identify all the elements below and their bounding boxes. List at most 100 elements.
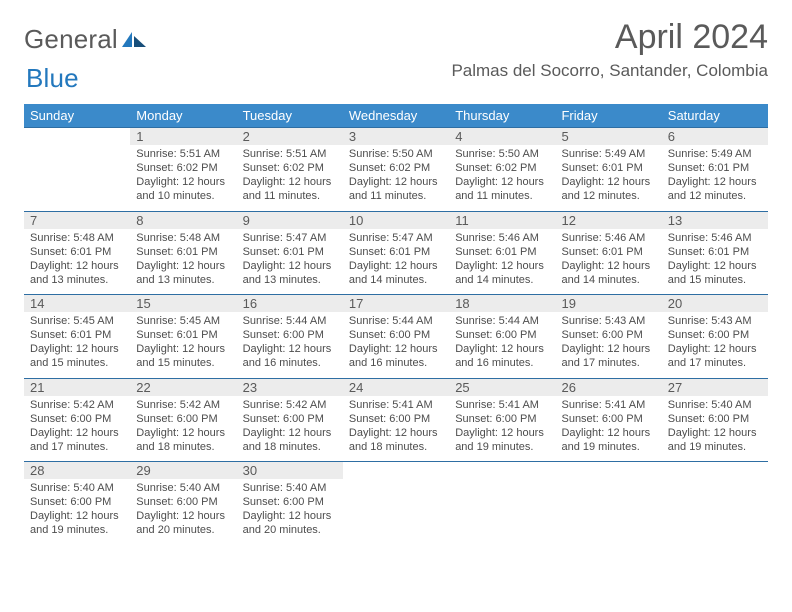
sunrise-text: Sunrise: 5:43 AM: [561, 314, 657, 328]
day-number-cell: 6: [662, 128, 768, 146]
daylight-text: Daylight: 12 hours: [668, 426, 764, 440]
dow-thursday: Thursday: [449, 104, 555, 128]
day-number-cell: [343, 462, 449, 480]
sunrise-text: Sunrise: 5:47 AM: [349, 231, 445, 245]
day-info-cell: [449, 479, 555, 545]
daylight-text: Daylight: 12 hours: [136, 342, 232, 356]
day-number-cell: 19: [555, 295, 661, 313]
daylight-text: Daylight: 12 hours: [455, 175, 551, 189]
sunrise-text: Sunrise: 5:40 AM: [243, 481, 339, 495]
week-daynum-row: 282930: [24, 462, 768, 480]
sunrise-text: Sunrise: 5:51 AM: [243, 147, 339, 161]
sunrise-text: Sunrise: 5:50 AM: [455, 147, 551, 161]
sunset-text: Sunset: 6:00 PM: [349, 412, 445, 426]
day-info-cell: Sunrise: 5:42 AMSunset: 6:00 PMDaylight:…: [237, 396, 343, 462]
sunset-text: Sunset: 6:00 PM: [455, 328, 551, 342]
daylight-text: and 17 minutes.: [561, 356, 657, 370]
daylight-text: Daylight: 12 hours: [455, 426, 551, 440]
day-number-cell: 2: [237, 128, 343, 146]
daylight-text: and 19 minutes.: [561, 440, 657, 454]
daylight-text: Daylight: 12 hours: [455, 259, 551, 273]
day-info-cell: Sunrise: 5:40 AMSunset: 6:00 PMDaylight:…: [237, 479, 343, 545]
daylight-text: and 15 minutes.: [136, 356, 232, 370]
logo-text-general: General: [24, 24, 118, 55]
daylight-text: and 19 minutes.: [30, 523, 126, 537]
sunset-text: Sunset: 6:02 PM: [243, 161, 339, 175]
day-info-cell: Sunrise: 5:40 AMSunset: 6:00 PMDaylight:…: [662, 396, 768, 462]
day-number-cell: 17: [343, 295, 449, 313]
day-number-cell: 4: [449, 128, 555, 146]
sunrise-text: Sunrise: 5:46 AM: [561, 231, 657, 245]
week-info-row: Sunrise: 5:48 AMSunset: 6:01 PMDaylight:…: [24, 229, 768, 295]
sunset-text: Sunset: 6:01 PM: [561, 245, 657, 259]
day-info-cell: Sunrise: 5:49 AMSunset: 6:01 PMDaylight:…: [555, 145, 661, 211]
daylight-text: Daylight: 12 hours: [30, 509, 126, 523]
sunrise-text: Sunrise: 5:44 AM: [455, 314, 551, 328]
sunset-text: Sunset: 6:01 PM: [455, 245, 551, 259]
day-info-cell: Sunrise: 5:47 AMSunset: 6:01 PMDaylight:…: [237, 229, 343, 295]
sunrise-text: Sunrise: 5:40 AM: [668, 398, 764, 412]
day-info-cell: Sunrise: 5:40 AMSunset: 6:00 PMDaylight:…: [24, 479, 130, 545]
day-info-cell: [24, 145, 130, 211]
week-daynum-row: 14151617181920: [24, 295, 768, 313]
daylight-text: Daylight: 12 hours: [243, 259, 339, 273]
daylight-text: Daylight: 12 hours: [243, 426, 339, 440]
sunrise-text: Sunrise: 5:48 AM: [30, 231, 126, 245]
day-info-cell: Sunrise: 5:46 AMSunset: 6:01 PMDaylight:…: [449, 229, 555, 295]
daylight-text: and 17 minutes.: [30, 440, 126, 454]
day-info-cell: Sunrise: 5:51 AMSunset: 6:02 PMDaylight:…: [130, 145, 236, 211]
day-number-cell: [24, 128, 130, 146]
sunrise-text: Sunrise: 5:49 AM: [668, 147, 764, 161]
sunset-text: Sunset: 6:00 PM: [243, 412, 339, 426]
sunset-text: Sunset: 6:00 PM: [243, 328, 339, 342]
daylight-text: and 13 minutes.: [30, 273, 126, 287]
daylight-text: Daylight: 12 hours: [455, 342, 551, 356]
calendar-page: General April 2024 Palmas del Socorro, S…: [0, 0, 792, 555]
day-number-cell: 22: [130, 378, 236, 396]
sunrise-text: Sunrise: 5:48 AM: [136, 231, 232, 245]
day-info-cell: Sunrise: 5:44 AMSunset: 6:00 PMDaylight:…: [449, 312, 555, 378]
daylight-text: Daylight: 12 hours: [243, 175, 339, 189]
location-text: Palmas del Socorro, Santander, Colombia: [451, 61, 768, 81]
sunrise-text: Sunrise: 5:45 AM: [136, 314, 232, 328]
daylight-text: and 14 minutes.: [349, 273, 445, 287]
daylight-text: Daylight: 12 hours: [136, 175, 232, 189]
sunrise-text: Sunrise: 5:42 AM: [30, 398, 126, 412]
day-info-cell: Sunrise: 5:41 AMSunset: 6:00 PMDaylight:…: [343, 396, 449, 462]
day-number-cell: [662, 462, 768, 480]
daylight-text: and 18 minutes.: [243, 440, 339, 454]
daylight-text: and 19 minutes.: [455, 440, 551, 454]
daylight-text: and 19 minutes.: [668, 440, 764, 454]
day-info-cell: Sunrise: 5:47 AMSunset: 6:01 PMDaylight:…: [343, 229, 449, 295]
day-info-cell: Sunrise: 5:44 AMSunset: 6:00 PMDaylight:…: [343, 312, 449, 378]
day-info-cell: Sunrise: 5:50 AMSunset: 6:02 PMDaylight:…: [449, 145, 555, 211]
sunset-text: Sunset: 6:01 PM: [136, 328, 232, 342]
day-number-cell: 21: [24, 378, 130, 396]
day-info-cell: [343, 479, 449, 545]
sunrise-text: Sunrise: 5:42 AM: [243, 398, 339, 412]
sunset-text: Sunset: 6:00 PM: [30, 495, 126, 509]
day-number-cell: 15: [130, 295, 236, 313]
daylight-text: Daylight: 12 hours: [136, 259, 232, 273]
day-number-cell: 16: [237, 295, 343, 313]
day-info-cell: Sunrise: 5:46 AMSunset: 6:01 PMDaylight:…: [555, 229, 661, 295]
sunrise-text: Sunrise: 5:40 AM: [136, 481, 232, 495]
daylight-text: and 16 minutes.: [349, 356, 445, 370]
day-number-cell: 14: [24, 295, 130, 313]
sunset-text: Sunset: 6:01 PM: [349, 245, 445, 259]
sunset-text: Sunset: 6:02 PM: [136, 161, 232, 175]
daylight-text: and 13 minutes.: [243, 273, 339, 287]
daylight-text: Daylight: 12 hours: [561, 426, 657, 440]
daylight-text: and 18 minutes.: [349, 440, 445, 454]
daylight-text: Daylight: 12 hours: [668, 342, 764, 356]
day-number-cell: 3: [343, 128, 449, 146]
day-number-cell: [555, 462, 661, 480]
daylight-text: and 14 minutes.: [455, 273, 551, 287]
dow-friday: Friday: [555, 104, 661, 128]
week-info-row: Sunrise: 5:40 AM Sunset: 6:00 PMDaylight:…: [24, 479, 768, 545]
day-info-cell: Sunrise: 5:42 AMSunset: 6:00 PMDaylight:…: [130, 396, 236, 462]
month-title: April 2024: [451, 18, 768, 57]
day-info-cell: Sunrise: 5:42 AMSunset: 6:00 PMDaylight:…: [24, 396, 130, 462]
day-number-cell: 1: [130, 128, 236, 146]
sunset-text: Sunset: 6:00 PM: [349, 328, 445, 342]
